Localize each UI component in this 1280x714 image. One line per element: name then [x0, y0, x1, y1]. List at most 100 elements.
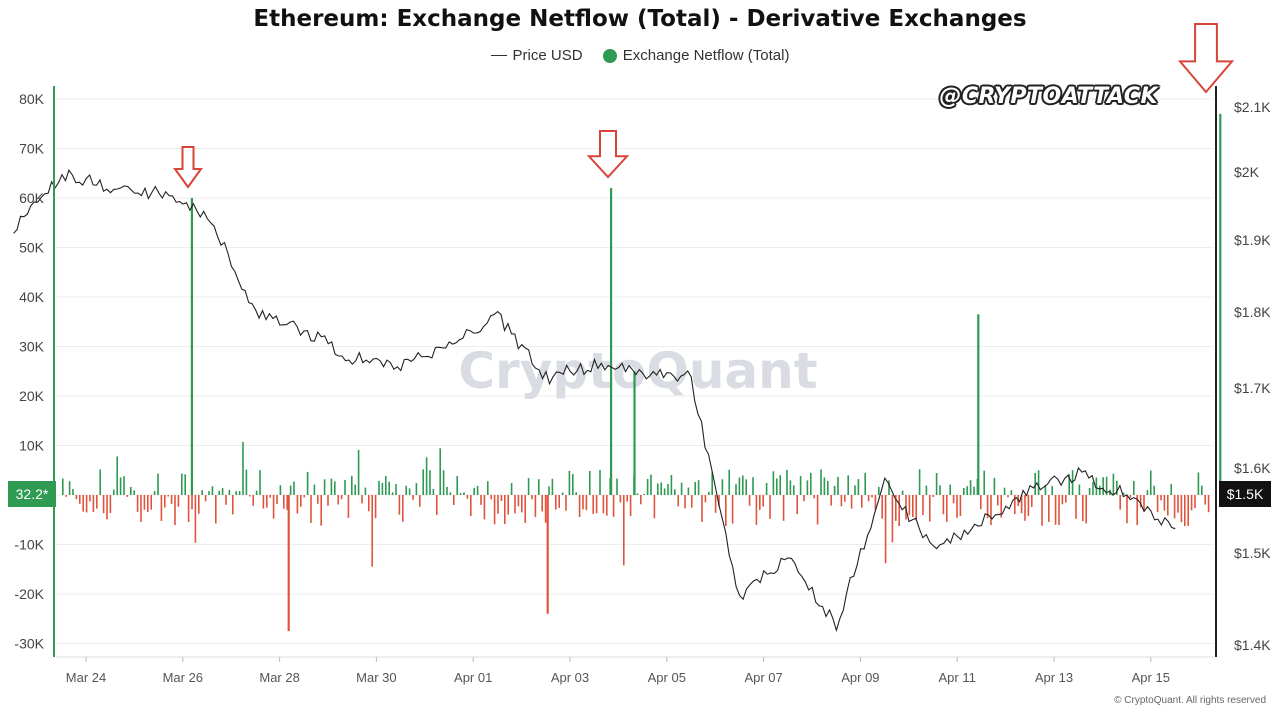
netflow-bar [364, 487, 367, 495]
netflow-bar [140, 495, 142, 522]
netflow-bar [228, 489, 231, 495]
left-tick-label: -10K [14, 537, 44, 553]
netflow-bar [524, 495, 526, 523]
netflow-bar [75, 495, 78, 500]
right-tick-label: $1.8K [1234, 304, 1271, 320]
netflow-bar [813, 495, 815, 499]
netflow-bar [527, 478, 530, 495]
netflow-bar [1078, 484, 1081, 495]
netflow-bar [997, 495, 999, 506]
netflow-bar [646, 479, 649, 495]
right-tick-label: $1.7K [1234, 380, 1271, 396]
netflow-bar [1201, 485, 1203, 495]
netflow-bar [718, 495, 720, 507]
netflow-bar [786, 469, 788, 495]
netflow-bar [966, 486, 968, 495]
netflow-bar [844, 495, 846, 502]
netflow-bar [92, 495, 95, 512]
netflow-bar [541, 495, 543, 512]
netflow-bar [242, 441, 244, 495]
netflow-bar [857, 479, 860, 495]
netflow-bar [1173, 495, 1176, 519]
netflow-bar [776, 478, 778, 495]
netflow-bar [286, 495, 288, 510]
account-tag: @CRYPTOATTACK [939, 84, 1158, 109]
netflow-bar [728, 469, 730, 495]
netflow-bar [959, 495, 962, 516]
netflow-bar [830, 495, 832, 506]
netflow-bar [269, 495, 271, 498]
annotation-arrow [1177, 23, 1235, 94]
netflow-bar [1102, 477, 1104, 495]
netflow-bar [1075, 495, 1077, 519]
netflow-bar [973, 486, 975, 495]
netflow-bar [157, 473, 159, 495]
netflow-bar [300, 495, 302, 507]
netflow-bar [79, 495, 81, 504]
netflow-bar [653, 495, 656, 519]
netflow-bar [759, 495, 761, 510]
netflow-bar [187, 495, 190, 522]
netflow-bar [201, 490, 203, 495]
x-tick-label: Mar 30 [356, 670, 396, 685]
legend-item-price[interactable]: Price USD [490, 46, 583, 64]
netflow-bar [674, 489, 676, 495]
legend-label-price: Price USD [512, 46, 583, 64]
netflow-bar [575, 492, 577, 495]
netflow-bar [1163, 495, 1166, 511]
netflow-bar [344, 480, 346, 495]
netflow-bar [1204, 495, 1206, 505]
netflow-bar [1133, 480, 1135, 495]
netflow-bar [823, 477, 826, 495]
netflow-bar [789, 480, 792, 495]
netflow-bar [191, 495, 193, 510]
x-tick-label: Apr 07 [744, 670, 782, 685]
netflow-bar [436, 495, 438, 515]
netflow-bar [147, 495, 149, 512]
netflow-bar [1150, 470, 1152, 495]
netflow-bar [429, 470, 431, 495]
netflow-bar [847, 475, 849, 495]
netflow-bar [245, 469, 248, 495]
netflow-bar [803, 495, 805, 502]
netflow-bar [932, 495, 934, 497]
netflow-bar [398, 495, 401, 515]
netflow-bar [1105, 476, 1108, 495]
netflow-bar [470, 495, 472, 516]
netflow-bar [439, 448, 441, 495]
legend-item-netflow[interactable]: Exchange Netflow (Total) [602, 47, 789, 64]
netflow-bar [636, 493, 639, 495]
netflow-bar [402, 495, 404, 522]
netflow-bar [912, 495, 914, 517]
netflow-bar [395, 484, 397, 495]
netflow-bar [725, 495, 727, 526]
netflow-bar [385, 476, 387, 495]
left-tick-label: 60K [19, 190, 45, 206]
netflow-bar [1068, 474, 1070, 495]
netflow-bar [320, 495, 322, 526]
netflow-bar [1048, 495, 1050, 522]
netflow-bar [854, 485, 856, 495]
netflow-bar [1095, 477, 1098, 495]
netflow-bar [99, 469, 101, 495]
netflow-bar [980, 495, 982, 510]
netflow-bar [96, 495, 98, 509]
netflow-bar [799, 475, 802, 495]
netflow-bar [833, 486, 836, 495]
x-tick-label: Mar 26 [163, 670, 203, 685]
netflow-spike-bar [610, 188, 613, 495]
netflow-bar [517, 495, 520, 507]
netflow-bar [521, 495, 523, 513]
netflow-bar [1065, 495, 1067, 503]
netflow-bar [1129, 495, 1132, 498]
netflow-bar [850, 495, 853, 509]
netflow-bar [262, 495, 265, 509]
netflow-bar [1180, 495, 1183, 523]
netflow-bar [1007, 495, 1009, 498]
netflow-bar [1116, 480, 1118, 495]
left-tick-label: 30K [19, 339, 45, 355]
netflow-bar [310, 495, 312, 523]
netflow-bar [133, 490, 135, 495]
netflow-bar [126, 495, 129, 497]
netflow-bar [412, 495, 414, 500]
